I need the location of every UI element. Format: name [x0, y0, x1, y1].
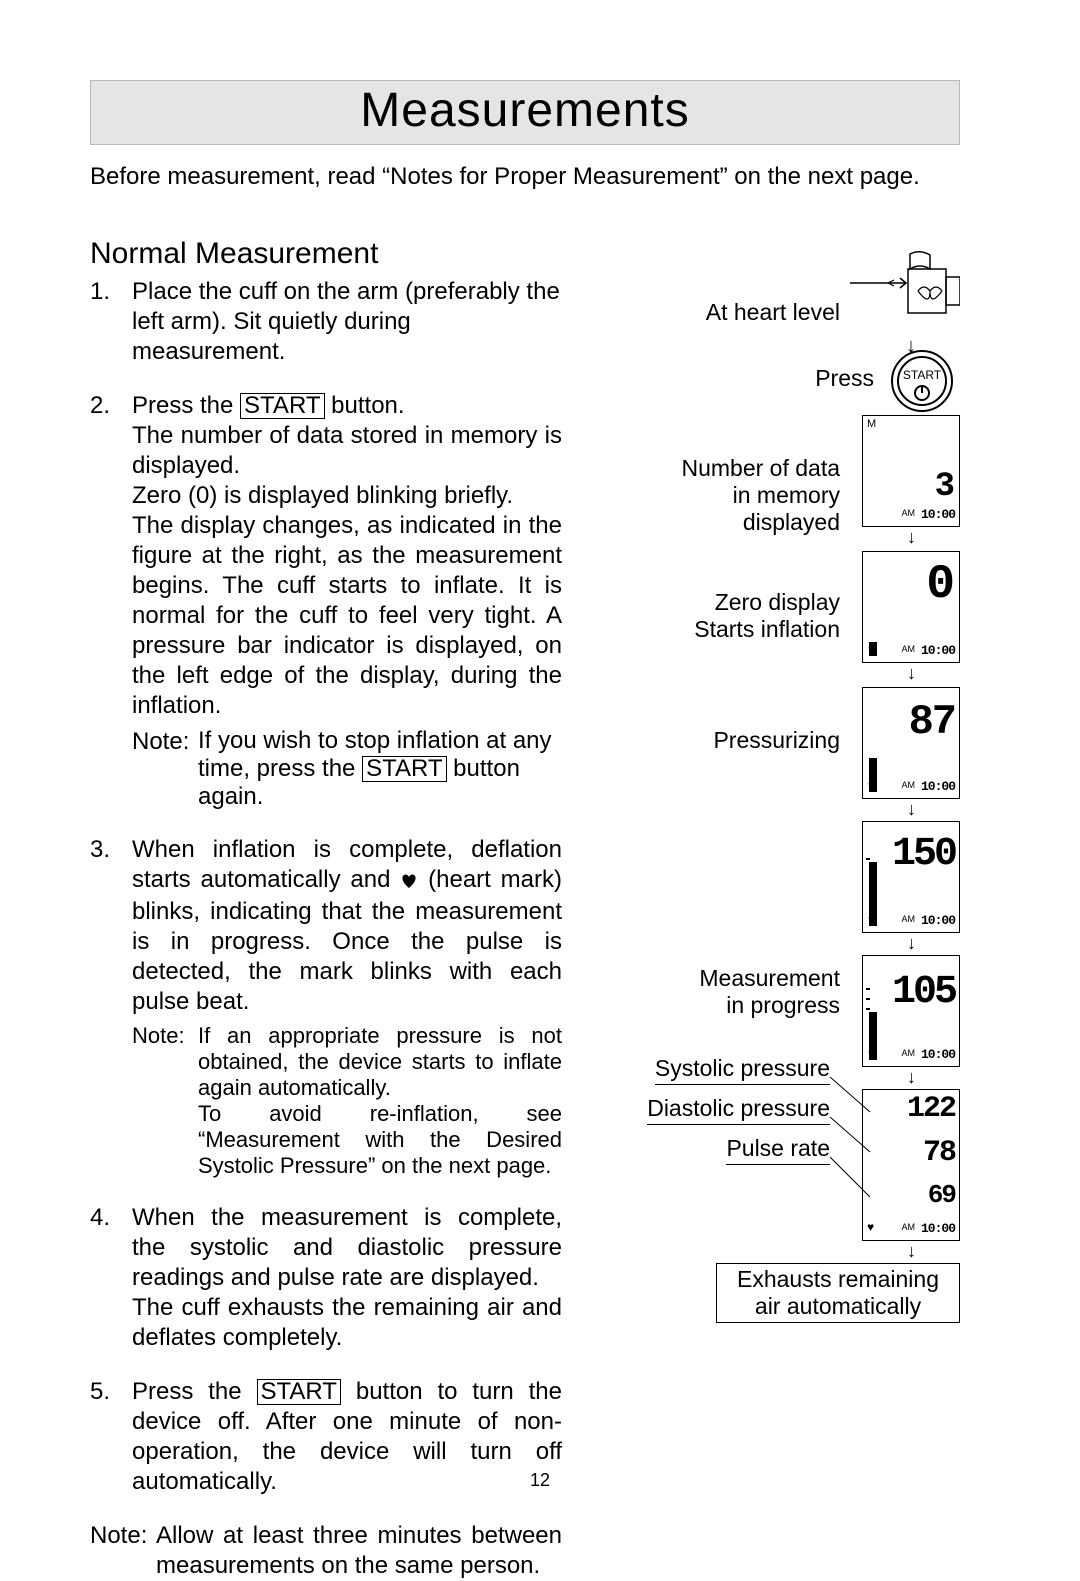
heart-icon — [400, 867, 418, 897]
step-text: When the measurement is complete, the sy… — [132, 1203, 562, 1353]
step-number: 3. — [90, 835, 132, 1179]
down-arrow-icon: ↓ — [907, 527, 916, 548]
step-text: When inflation is complete, deflation st… — [132, 835, 562, 1017]
lcd-screen: M 3 AM 10:00 — [862, 415, 960, 527]
figure-label: At heart level — [706, 299, 840, 326]
figure-label: Press — [815, 365, 874, 392]
lcd-screen: 87 ♥ AM 10:00 — [862, 687, 960, 799]
lcd-screen: 150 ♥ AM 10:00 — [862, 821, 960, 933]
figure-label: Number of data in memory displayed — [681, 455, 840, 536]
figure-label: Systolic pressure — [655, 1055, 830, 1085]
step-number: 1. — [90, 277, 132, 367]
section-heading: Normal Measurement — [90, 237, 960, 271]
step-text: The number of data stored in memory is d… — [132, 421, 562, 481]
cuff-diagram-icon — [850, 249, 960, 339]
step-number: 2. — [90, 391, 132, 811]
step-text: The display changes, as indicated in the… — [132, 511, 562, 721]
step-text: Place the cuff on the arm (preferably th… — [132, 277, 562, 367]
start-button-label: START — [257, 1379, 341, 1405]
svg-text:START: START — [903, 368, 942, 382]
instructions-column: 1. Place the cuff on the arm (preferably… — [90, 277, 562, 1581]
note-text: If an appropriate pressure is not obtain… — [198, 1023, 562, 1179]
start-button-icon: START — [890, 349, 954, 413]
note-text: If you wish to stop inflation at any tim… — [198, 727, 562, 811]
step-text: Press the START button. — [132, 391, 562, 421]
figure-label: Pressurizing — [713, 727, 840, 754]
start-button-label: START — [240, 393, 324, 419]
down-arrow-icon: ↓ — [907, 799, 916, 820]
down-arrow-icon: ↓ — [907, 933, 916, 954]
intro-text: Before measurement, read “Notes for Prop… — [90, 163, 960, 191]
figure-label: Measurement in progress — [699, 965, 840, 1019]
note-text: Allow at least three minutes between mea… — [156, 1521, 562, 1581]
lcd-screen: 0 ♥ AM 10:00 — [862, 551, 960, 663]
lcd-screen: 105 ♥ AM 10:00 — [862, 955, 960, 1067]
leader-lines — [830, 1057, 960, 1257]
figure-label: Diastolic pressure — [647, 1095, 830, 1125]
figure-label: Zero display Starts inflation — [694, 589, 840, 643]
step-text: Zero (0) is displayed blinking briefly. — [132, 481, 562, 511]
figure-label: Pulse rate — [726, 1135, 830, 1165]
page-title: Measurements — [90, 80, 960, 145]
down-arrow-icon: ↓ — [907, 663, 916, 684]
page-number: 12 — [0, 1470, 1080, 1491]
note-label: Note: — [90, 1521, 156, 1581]
figure-column: At heart level ↓ Press START — [562, 277, 960, 1581]
down-arrow-icon: ↓ — [907, 1241, 916, 1262]
note-label: Note: — [132, 727, 198, 811]
figure-label: Exhausts remaining air automatically — [716, 1263, 960, 1323]
note-label: Note: — [132, 1023, 198, 1179]
step-number: 4. — [90, 1203, 132, 1353]
start-button-label: START — [362, 756, 446, 782]
